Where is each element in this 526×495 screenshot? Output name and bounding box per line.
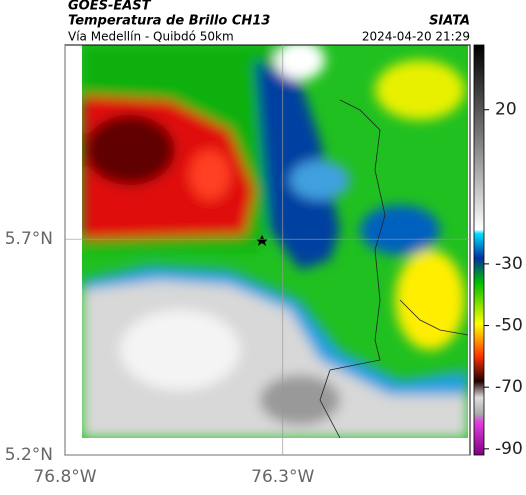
- colorbar: [473, 44, 485, 456]
- source: GOES-EAST: [68, 0, 152, 14]
- title: Temperatura de Brillo CH13: [68, 14, 270, 29]
- colorbar-tick-label: -90: [495, 439, 523, 459]
- colorbar-tick-label: -30: [495, 254, 523, 274]
- colorbar-tick-label: -50: [495, 316, 523, 336]
- colorbar-tick-label: -70: [495, 377, 523, 397]
- x-tick-label: 76.3°W: [251, 467, 314, 487]
- colorbar-tick-label: 20: [495, 100, 517, 120]
- subtitle: Vía Medellín - Quibdó 50km: [68, 30, 234, 44]
- x-tick-label: 76.8°W: [33, 467, 96, 487]
- satellite-image: [82, 45, 468, 438]
- city-marker: [256, 235, 268, 246]
- datetime: 2024-04-20 21:29: [362, 30, 470, 44]
- brand: SIATA: [429, 14, 470, 29]
- y-tick-label: 5.2°N: [5, 445, 53, 465]
- y-tick-label: 5.7°N: [5, 229, 53, 249]
